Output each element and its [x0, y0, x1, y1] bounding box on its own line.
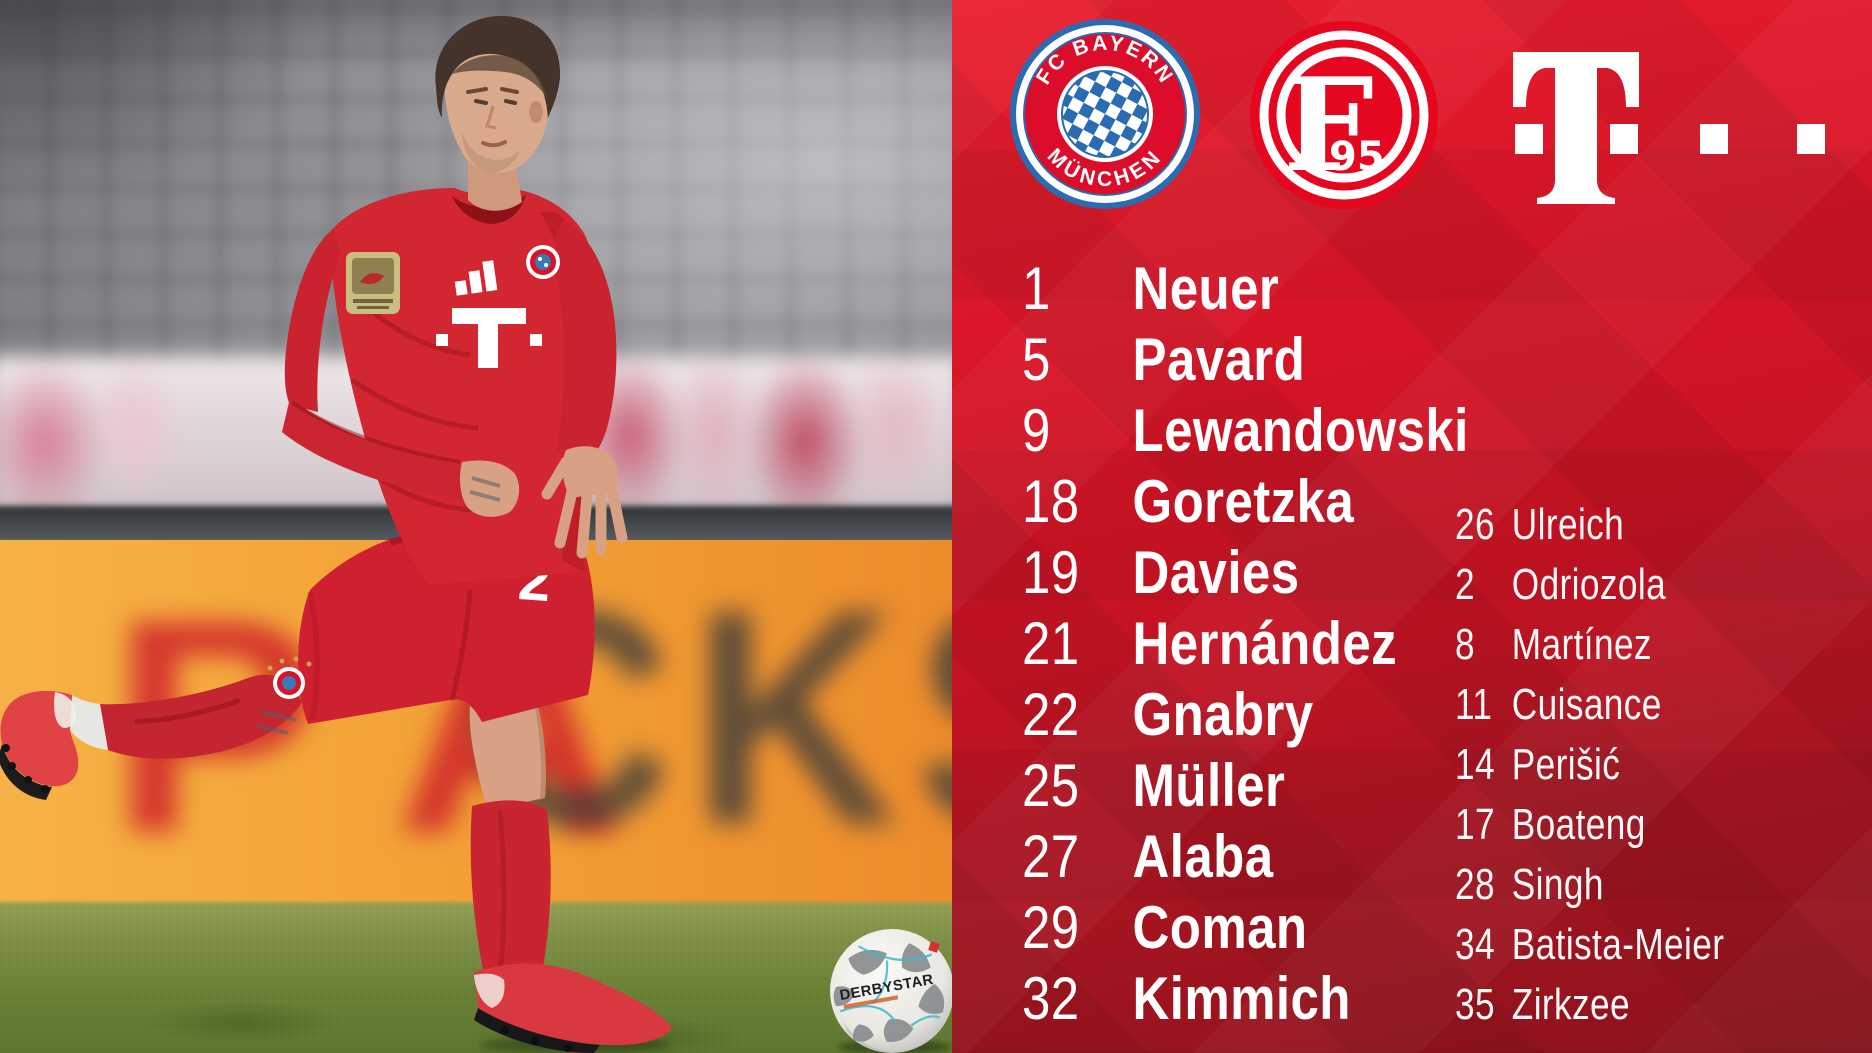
fortuna-crest-number: 95 — [1329, 134, 1385, 180]
player-name: Zirkzee — [1511, 980, 1630, 1029]
player-number: 21 — [1022, 610, 1080, 677]
bench-row: 11 Cuisance — [1455, 675, 1724, 735]
player-number: 19 — [1022, 539, 1080, 606]
player-name: Goretzka — [1132, 468, 1355, 535]
player-number: 32 — [1022, 965, 1080, 1032]
player-name: Perišić — [1511, 740, 1621, 789]
fortuna-crest-letter: F — [1283, 51, 1374, 201]
player-name: Coman — [1132, 894, 1308, 961]
player-number: 28 — [1455, 860, 1495, 909]
starting-row: 19 Davies — [1022, 537, 1469, 608]
player-name: Hernández — [1132, 610, 1398, 677]
adidas-logo — [454, 260, 498, 296]
bench-row: 2 Odriozola — [1455, 555, 1724, 615]
player-name: Batista-Meier — [1511, 920, 1725, 969]
bench-row: 34 Batista-Meier — [1455, 915, 1724, 975]
bayern-crest: FC BAYERN MÜNCHEN — [1010, 19, 1200, 209]
player-name: Cuisance — [1511, 680, 1662, 729]
player-number: 1 — [1022, 255, 1051, 322]
player-name: Alaba — [1132, 823, 1274, 890]
player-name: Müller — [1132, 752, 1286, 819]
player-name: Boateng — [1511, 800, 1646, 849]
player-name: Kimmich — [1132, 965, 1351, 1032]
stadium-photo: PA CKST — [0, 0, 952, 1053]
player-number: 8 — [1455, 620, 1475, 669]
bench-row: 35 Zirkzee — [1455, 975, 1724, 1035]
player-number: 9 — [1022, 397, 1051, 464]
player-number: 14 — [1455, 740, 1495, 789]
player-number: 18 — [1022, 468, 1080, 535]
player-name: Neuer — [1132, 255, 1280, 322]
starting-row: 1 Neuer — [1022, 253, 1469, 324]
bench-row: 26 Ulreich — [1455, 495, 1724, 555]
telekom-chest-logo — [436, 308, 542, 368]
bench-row: 17 Boateng — [1455, 795, 1724, 855]
telekom-logo — [1513, 52, 1825, 204]
player-name: Singh — [1511, 860, 1604, 909]
starting-row: 25 Müller — [1022, 750, 1469, 821]
player-number: 35 — [1455, 980, 1495, 1029]
lineup-panel: FC BAYERN MÜNCHEN F 95 1 Neuer 5 Pavard 9 Lew… — [952, 0, 1872, 1053]
player-name: Odriozola — [1511, 560, 1667, 609]
bundesliga-patch — [346, 252, 400, 314]
player-name: Ulreich — [1511, 500, 1625, 549]
player-number: 17 — [1455, 800, 1495, 849]
player-name: Martínez — [1511, 620, 1652, 669]
derbystar-ball: DERBYSTAR — [830, 929, 952, 1053]
bayern-shirt-crest — [526, 245, 560, 279]
starting-row: 9 Lewandowski — [1022, 395, 1469, 466]
starting-row: 27 Alaba — [1022, 821, 1469, 892]
bench-row: 8 Martínez — [1455, 615, 1724, 675]
player-name: Davies — [1132, 539, 1300, 606]
player-number: 26 — [1455, 500, 1495, 549]
starting-eleven-list: 1 Neuer 5 Pavard 9 Lewandowski 18 Goretzka 19 Dav… — [1022, 253, 1469, 1034]
starting-row: 22 Gnabry — [1022, 679, 1469, 750]
player-number: 5 — [1022, 326, 1051, 393]
starting-row: 18 Goretzka — [1022, 466, 1469, 537]
bench-row: 14 Perišić — [1455, 735, 1724, 795]
player-number: 22 — [1022, 681, 1080, 748]
player-figure: 2 — [0, 15, 672, 1053]
starting-row: 21 Hernández — [1022, 608, 1469, 679]
starting-row: 32 Kimmich — [1022, 963, 1469, 1034]
player-number: 34 — [1455, 920, 1495, 969]
player-number: 27 — [1022, 823, 1080, 890]
player-number: 25 — [1022, 752, 1080, 819]
player-name: Gnabry — [1132, 681, 1314, 748]
player-number: 11 — [1455, 680, 1493, 729]
bench-list: 26 Ulreich 2 Odriozola 8 Martínez 11 Cuisance 14… — [1455, 495, 1724, 1035]
bench-row: 28 Singh — [1455, 855, 1724, 915]
player-number: 29 — [1022, 894, 1080, 961]
player-number: 2 — [1455, 560, 1475, 609]
starting-row: 5 Pavard — [1022, 324, 1469, 395]
player-name: Lewandowski — [1132, 397, 1469, 464]
player-name: Pavard — [1132, 326, 1306, 393]
fortuna-crest: F 95 — [1250, 21, 1438, 209]
starting-row: 29 Coman — [1022, 892, 1469, 963]
telekom-t-glyph — [1513, 52, 1639, 204]
